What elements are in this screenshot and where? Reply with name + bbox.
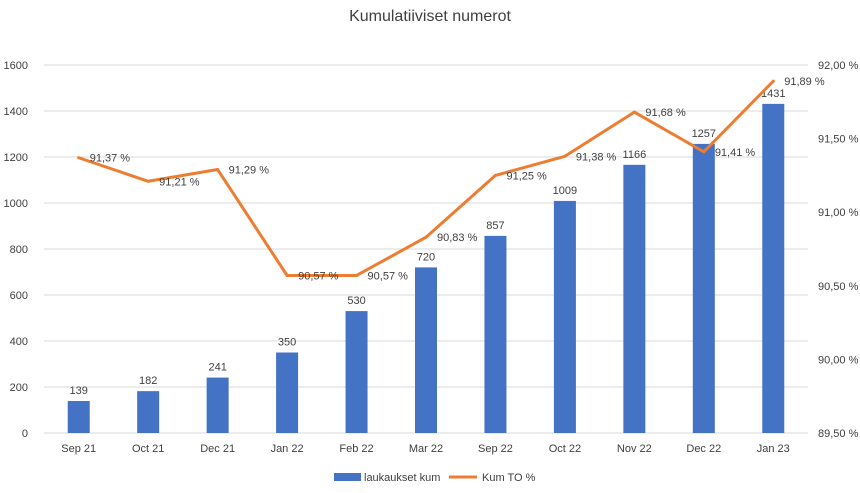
- line-data-label: 91,29 %: [229, 165, 270, 177]
- chart-title: Kumulatiiviset numerot: [349, 8, 511, 25]
- line-point: [632, 110, 636, 114]
- line-point: [493, 173, 497, 177]
- left-tick-label: 800: [10, 244, 28, 256]
- line-data-label: 91,37 %: [90, 153, 131, 165]
- line-data-label: 91,21 %: [159, 176, 200, 188]
- line-data-label: 91,41 %: [715, 147, 756, 159]
- right-tick-label: 91,50 %: [818, 134, 859, 146]
- line-data-label: 90,57 %: [368, 270, 409, 282]
- x-tick-label: Sep 22: [478, 443, 513, 455]
- left-tick-label: 1200: [4, 152, 28, 164]
- line-point: [77, 156, 81, 160]
- left-tick-label: 1600: [4, 60, 28, 72]
- bar: [692, 143, 715, 433]
- bar-data-label: 720: [417, 251, 435, 263]
- x-tick-label: Sep 21: [61, 443, 96, 455]
- line-point: [702, 150, 706, 154]
- left-y-axis: 0 200 400 600 800 1000 1200 1400 1600: [4, 60, 28, 440]
- bar-data-label: 1257: [692, 128, 716, 140]
- bar: [623, 164, 646, 433]
- line-point: [771, 79, 775, 83]
- right-y-axis: 89,50 % 90,00 % 90,50 % 91,00 % 91,50 % 92,00…: [818, 60, 859, 440]
- bar-data-label: 1431: [761, 88, 785, 100]
- gridlines: [44, 64, 808, 434]
- bar: [484, 235, 507, 433]
- right-tick-label: 90,50 %: [818, 281, 859, 293]
- line-point: [285, 273, 289, 277]
- bar: [206, 377, 229, 433]
- line-point: [563, 154, 567, 158]
- bar: [415, 267, 437, 433]
- x-tick-label: Oct 22: [549, 443, 581, 455]
- x-tick-label: Dec 22: [686, 443, 721, 455]
- left-tick-label: 600: [10, 290, 28, 302]
- bar-data-label: 857: [486, 220, 504, 232]
- right-tick-label: 90,00 %: [818, 354, 859, 366]
- bar: [345, 311, 368, 433]
- bar-data-label: 1166: [623, 149, 647, 161]
- x-tick-label: Mar 22: [409, 443, 443, 455]
- line-point: [146, 179, 150, 183]
- right-tick-label: 91,00 %: [818, 207, 859, 219]
- bar-data-label: 1009: [553, 185, 577, 197]
- x-tick-label: Jan 22: [271, 443, 304, 455]
- x-tick-label: Nov 22: [617, 443, 652, 455]
- right-tick-label: 89,50 %: [818, 428, 859, 440]
- bar-series: 139 182 241 350 530 720 857 1009 1166 1257 1431: [67, 88, 786, 434]
- left-tick-label: 200: [10, 382, 28, 394]
- line-point: [355, 273, 359, 277]
- bar-data-label: 350: [278, 337, 296, 349]
- line-data-label: 90,57 %: [298, 270, 339, 282]
- legend: laukaukset kum Kum TO %: [334, 472, 536, 484]
- x-tick-label: Jan 23: [757, 443, 790, 455]
- bar: [553, 200, 576, 433]
- right-tick-label: 92,00 %: [818, 60, 859, 72]
- line-data-label: 91,25 %: [506, 170, 547, 182]
- line-data-label: 90,83 %: [437, 232, 478, 244]
- line-data-label: 91,68 %: [645, 107, 686, 119]
- legend-swatch-bar: [334, 473, 361, 481]
- bar: [67, 401, 90, 433]
- line-data-label: 91,38 %: [576, 151, 617, 163]
- bar-data-label: 139: [70, 385, 88, 397]
- x-tick-label: Feb 22: [339, 443, 373, 455]
- left-tick-label: 400: [10, 336, 28, 348]
- line-data-label: 91,89 %: [784, 76, 825, 88]
- bar: [762, 103, 785, 434]
- bar-data-label: 182: [139, 375, 157, 387]
- left-tick-label: 0: [22, 428, 28, 440]
- x-tick-label: Oct 21: [132, 443, 164, 455]
- bar: [276, 352, 299, 433]
- bar-data-label: 241: [208, 362, 226, 374]
- left-tick-label: 1400: [4, 106, 28, 118]
- x-axis: Sep 21 Oct 21 Dec 21 Jan 22 Feb 22 Mar 22 Sep …: [61, 443, 789, 455]
- legend-label-line: Kum TO %: [482, 472, 536, 484]
- legend-label-bar: laukaukset kum: [364, 472, 440, 484]
- bar-data-label: 530: [347, 295, 365, 307]
- line-point: [424, 235, 428, 239]
- bar: [137, 391, 160, 433]
- line-series: 91,37 % 91,21 % 91,29 % 90,57 % 90,57 % 90,83…: [77, 76, 825, 282]
- line-point: [216, 168, 220, 172]
- x-tick-label: Dec 21: [200, 443, 235, 455]
- left-tick-label: 1000: [4, 198, 28, 210]
